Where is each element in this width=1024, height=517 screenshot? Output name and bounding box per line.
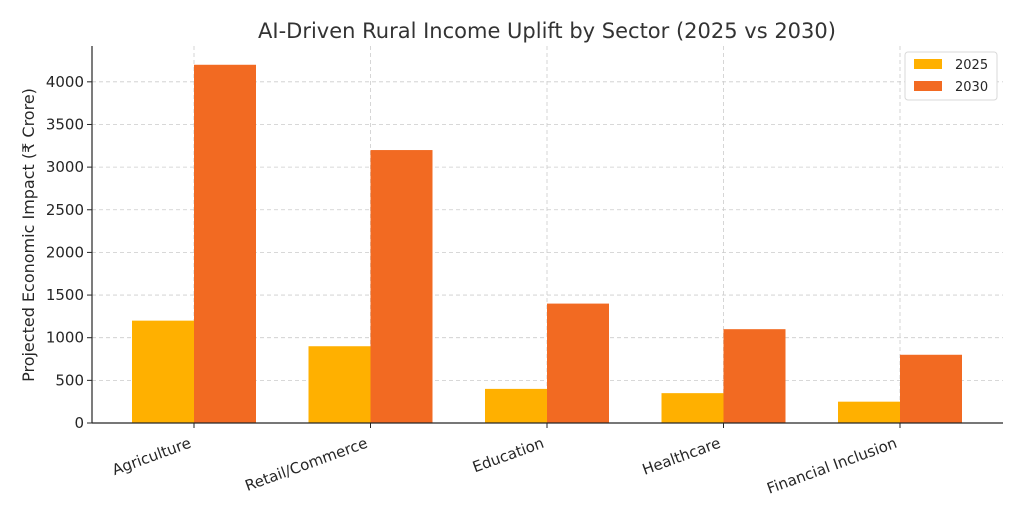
- legend-swatch-2025: [914, 59, 942, 69]
- y-tick-label: 4000: [46, 73, 84, 91]
- bar-2025-education: [485, 388, 547, 423]
- x-tick-label: Agriculture: [110, 434, 194, 479]
- y-axis-label: Projected Economic Impact (₹ Crore): [19, 88, 38, 382]
- y-tick-label: 1000: [46, 329, 84, 347]
- x-tick-label: Financial Inclusion: [764, 434, 899, 498]
- y-tick-label: 2500: [46, 201, 84, 219]
- y-tick-label: 500: [55, 371, 84, 389]
- bar-2030-education: [547, 303, 609, 423]
- bar-2025-agriculture: [132, 320, 194, 423]
- bar-2030-agriculture: [194, 64, 256, 423]
- legend-label-2030: 2030: [955, 80, 988, 95]
- legend-swatch-2030: [914, 81, 942, 91]
- bar-2030-financial-inclusion: [900, 354, 962, 423]
- chart-title: AI-Driven Rural Income Uplift by Sector …: [258, 19, 836, 43]
- bar-2025-retail-commerce: [308, 346, 371, 423]
- y-tick-label: 0: [74, 414, 84, 432]
- bar-2030-healthcare: [723, 329, 786, 423]
- bar-2025-healthcare: [661, 393, 724, 423]
- y-tick-label: 2000: [46, 243, 84, 261]
- bars: [132, 64, 962, 423]
- x-tick-label: Healthcare: [640, 434, 723, 479]
- y-tick-labels: 0 500 1000 1500 2000 2500 3000 3500 4000: [46, 73, 92, 432]
- bar-2030-retail-commerce: [370, 150, 433, 423]
- y-tick-label: 3000: [46, 158, 84, 176]
- x-tick-label: Retail/Commerce: [243, 434, 370, 495]
- legend-label-2025: 2025: [955, 58, 988, 73]
- legend: 2025 2030: [904, 51, 998, 101]
- y-tick-label: 1500: [46, 286, 84, 304]
- bar-2025-financial-inclusion: [838, 401, 900, 423]
- x-tick-labels: Agriculture Retail/Commerce Education Healt…: [110, 423, 901, 498]
- y-tick-label: 3500: [46, 115, 84, 133]
- x-tick-label: Education: [470, 434, 546, 476]
